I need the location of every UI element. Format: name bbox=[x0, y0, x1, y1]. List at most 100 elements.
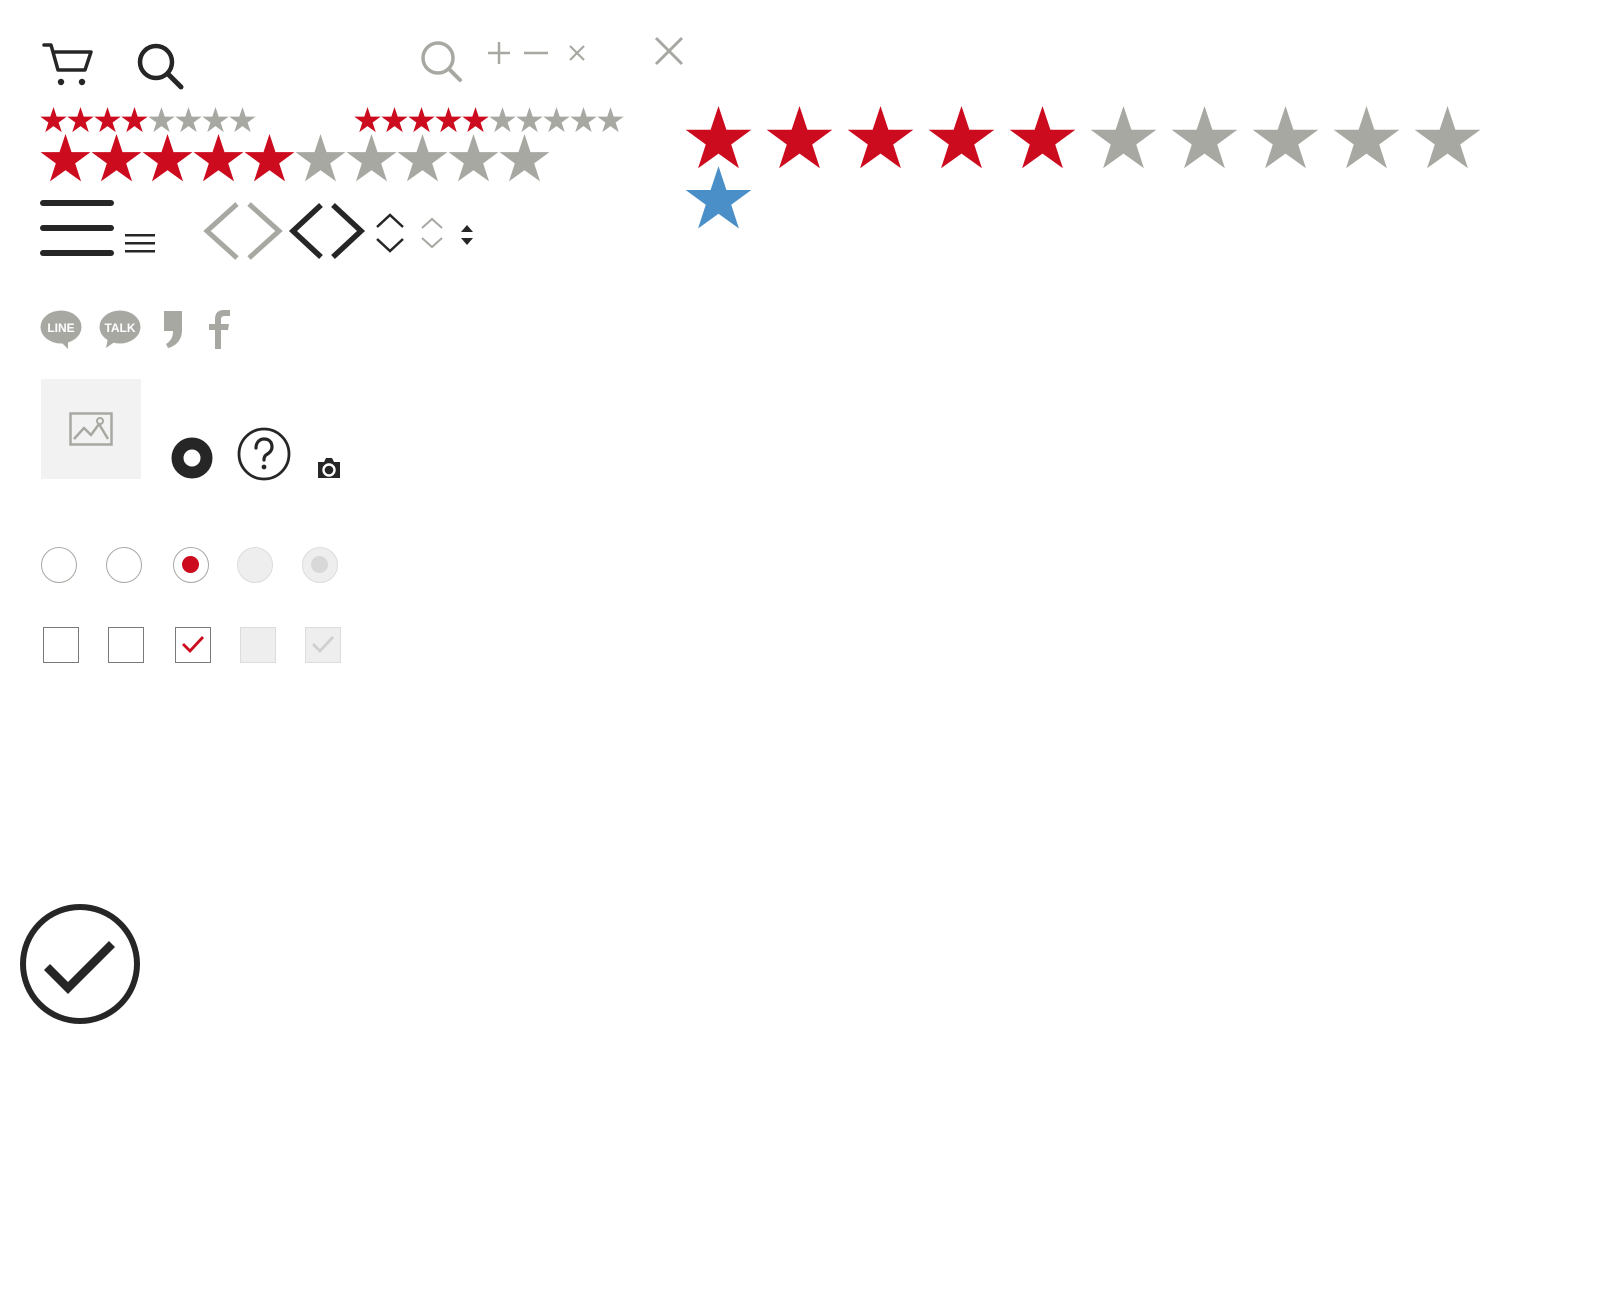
chevron-up-down-icon-dark[interactable] bbox=[375, 212, 405, 254]
rating-large-star-4-shape bbox=[928, 106, 995, 169]
rating-small-b-star-1-shape bbox=[354, 107, 381, 133]
radio-unchecked-1[interactable] bbox=[41, 547, 77, 583]
rating-medium-star-4-shape bbox=[193, 134, 244, 182]
check-circle-icon[interactable] bbox=[19, 903, 141, 1025]
radio-dot bbox=[182, 556, 199, 573]
rating-large-star-8-icon bbox=[1252, 106, 1319, 169]
rating-small-b-star-2-shape bbox=[381, 107, 408, 133]
rating-medium-star-9-icon bbox=[448, 134, 499, 182]
talk-label: TALK bbox=[104, 321, 135, 335]
chevron-left-right-icon-dark[interactable] bbox=[288, 202, 366, 260]
rating-large-star-2-icon bbox=[766, 106, 833, 169]
rating-medium-star-10-shape bbox=[499, 134, 550, 182]
rating-small-a-star-3-shape bbox=[94, 107, 121, 133]
rating-small-b-star-1-icon bbox=[354, 107, 381, 133]
rating-large-star-10-shape bbox=[1414, 106, 1481, 169]
cart-icon[interactable] bbox=[42, 42, 94, 88]
rating-large-star-9-shape bbox=[1333, 106, 1400, 169]
rating-large-star-10-icon bbox=[1414, 106, 1481, 169]
rating-medium-star-5-icon bbox=[244, 134, 295, 182]
close-icon-large[interactable] bbox=[654, 36, 684, 66]
ring-icon bbox=[171, 437, 213, 479]
search-icon-gray[interactable] bbox=[420, 40, 464, 84]
rating-medium-star-2-shape bbox=[91, 134, 142, 182]
radio-unchecked-2[interactable] bbox=[106, 547, 142, 583]
rating-small-a bbox=[40, 107, 256, 133]
rating-medium bbox=[40, 134, 550, 182]
radio-checked[interactable] bbox=[173, 547, 209, 583]
rating-small-a-star-7-icon bbox=[202, 107, 229, 133]
chevron-left-right-icon-gray[interactable] bbox=[203, 202, 283, 260]
rating-small-b-star-6-shape bbox=[489, 107, 516, 133]
rating-medium-star-4-icon bbox=[193, 134, 244, 182]
rating-large-star-1-shape bbox=[685, 106, 752, 169]
rating-large-star-7-icon bbox=[1171, 106, 1238, 169]
chevron-up-down-icon-gray[interactable] bbox=[420, 216, 444, 250]
rating-medium-star-9-shape bbox=[448, 134, 499, 182]
rating-small-b-star-9-shape bbox=[570, 107, 597, 133]
rating-small-b-star-7-shape bbox=[516, 107, 543, 133]
rating-small-b-star-8-icon bbox=[543, 107, 570, 133]
rating-small-b-star-6-icon bbox=[489, 107, 516, 133]
rating-large-star-5-shape bbox=[1009, 106, 1076, 169]
rating-large-star-5-icon bbox=[1009, 106, 1076, 169]
rating-medium-star-1-icon bbox=[40, 134, 91, 182]
rating-large-star-8-shape bbox=[1252, 106, 1319, 169]
rating-small-a-star-8-icon bbox=[229, 107, 256, 133]
rating-medium-star-5-shape bbox=[244, 134, 295, 182]
rating-small-b-star-9-icon bbox=[570, 107, 597, 133]
rating-small-a-star-6-shape bbox=[175, 107, 202, 133]
rating-small-b bbox=[354, 107, 624, 133]
plus-icon[interactable] bbox=[486, 40, 512, 66]
favorite-star-icon[interactable] bbox=[685, 166, 752, 230]
rating-small-b-star-5-icon bbox=[462, 107, 489, 133]
line-icon[interactable]: LINE bbox=[40, 310, 82, 350]
rating-small-a-star-2-icon bbox=[67, 107, 94, 133]
rating-medium-star-8-icon bbox=[397, 134, 448, 182]
rating-large-star-9-icon bbox=[1333, 106, 1400, 169]
minus-icon[interactable] bbox=[523, 40, 549, 66]
facebook-icon[interactable] bbox=[206, 310, 232, 350]
checkbox-disabled bbox=[240, 627, 276, 663]
rating-medium-star-8-shape bbox=[397, 134, 448, 182]
rating-small-b-star-8-shape bbox=[543, 107, 570, 133]
rating-small-b-star-10-shape bbox=[597, 107, 624, 133]
close-icon-small[interactable] bbox=[568, 44, 586, 62]
checkbox-checked[interactable] bbox=[175, 627, 211, 663]
rating-small-b-star-3-shape bbox=[408, 107, 435, 133]
line-label: LINE bbox=[47, 321, 74, 335]
comma-icon[interactable] bbox=[162, 310, 184, 350]
rating-large-star-2-shape bbox=[766, 106, 833, 169]
rating-medium-star-2-icon bbox=[91, 134, 142, 182]
image-placeholder bbox=[41, 379, 141, 479]
radio-dot-disabled bbox=[311, 556, 328, 573]
question-circle-icon[interactable] bbox=[237, 427, 291, 481]
rating-large-star-3-icon bbox=[847, 106, 914, 169]
talk-icon[interactable]: TALK bbox=[99, 310, 141, 350]
radio-disabled-checked bbox=[302, 547, 338, 583]
camera-icon[interactable] bbox=[316, 457, 342, 479]
rating-medium-star-10-icon bbox=[499, 134, 550, 182]
hamburger-menu-icon-small[interactable] bbox=[125, 234, 155, 256]
rating-large-star-7-shape bbox=[1171, 106, 1238, 169]
rating-small-a-star-5-icon bbox=[148, 107, 175, 133]
rating-small-b-star-2-icon bbox=[381, 107, 408, 133]
search-icon[interactable] bbox=[136, 42, 184, 90]
rating-small-a-star-7-shape bbox=[202, 107, 229, 133]
sort-icon[interactable] bbox=[460, 224, 474, 246]
rating-small-b-star-10-icon bbox=[597, 107, 624, 133]
rating-small-b-star-7-icon bbox=[516, 107, 543, 133]
checkbox-unchecked-1[interactable] bbox=[43, 627, 79, 663]
rating-small-a-star-4-icon bbox=[121, 107, 148, 133]
rating-medium-star-7-icon bbox=[346, 134, 397, 182]
rating-small-a-star-4-shape bbox=[121, 107, 148, 133]
rating-medium-star-6-icon bbox=[295, 134, 346, 182]
rating-small-a-star-1-shape bbox=[40, 107, 67, 133]
checkbox-unchecked-2[interactable] bbox=[108, 627, 144, 663]
rating-small-a-star-5-shape bbox=[148, 107, 175, 133]
rating-large-star-1-icon bbox=[685, 106, 752, 169]
rating-large-star-3-shape bbox=[847, 106, 914, 169]
rating-medium-star-3-shape bbox=[142, 134, 193, 182]
hamburger-menu-icon-large[interactable] bbox=[40, 199, 114, 257]
checkmark-icon bbox=[182, 636, 205, 654]
